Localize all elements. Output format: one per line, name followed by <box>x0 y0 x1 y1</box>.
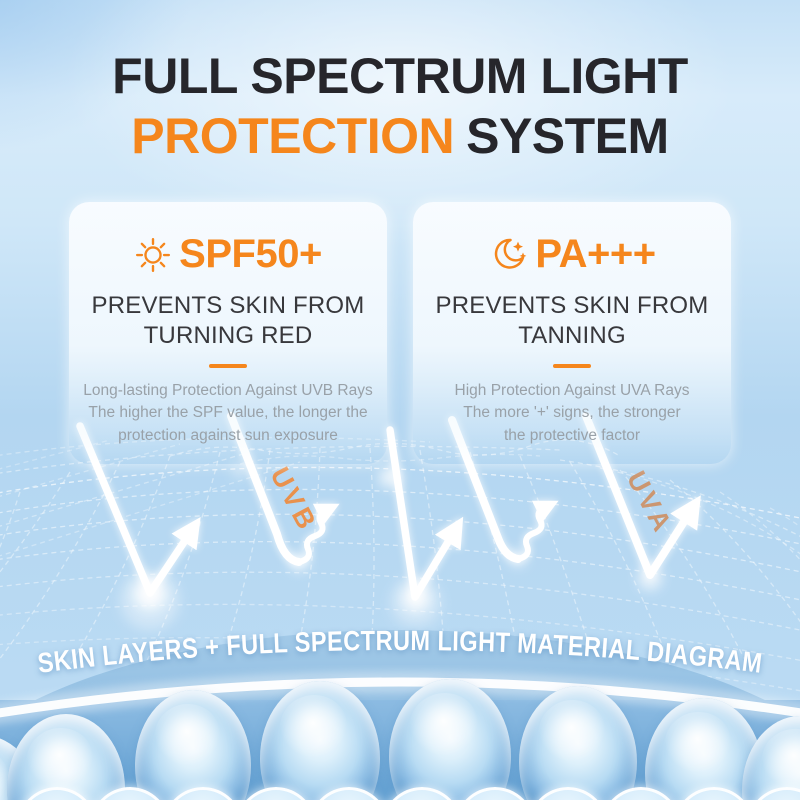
page-title: FULL SPECTRUM LIGHT PROTECTION SYSTEM <box>0 46 800 166</box>
orange-divider <box>553 364 591 368</box>
uva-ray-squiggle <box>515 500 559 562</box>
pa-description: High Protection Against UVA Rays The mor… <box>454 381 690 444</box>
card-spf50: SPF50+ PREVENTS SKIN FROM TURNING RED Lon… <box>69 202 387 464</box>
title-line-2: PROTECTION SYSTEM <box>0 106 800 166</box>
spf-badge: SPF50+ <box>179 232 322 276</box>
pa-badge-row: PA+++ <box>413 232 731 277</box>
uvb-ray-squiggle <box>296 503 340 565</box>
light-ray-bounce-left <box>76 422 201 597</box>
moon-stars-icon <box>495 238 527 269</box>
orange-divider <box>209 364 247 368</box>
light-rays <box>76 412 701 601</box>
spf-badge-row: SPF50+ <box>69 232 387 277</box>
banner-text: SKIN LAYERS + FULL SPECTRUM LIGHT MATERI… <box>36 625 764 679</box>
light-ray-bounce-right <box>582 412 701 579</box>
uvb-ray-down <box>227 412 303 566</box>
card-pa: PA+++ PREVENTS SKIN FROM TANNING High Pro… <box>413 202 731 464</box>
sun-icon <box>136 237 171 272</box>
title-line-1: FULL SPECTRUM LIGHT <box>112 48 688 104</box>
pa-heading: PREVENTS SKIN FROM TANNING <box>435 292 709 349</box>
title-system-text: SYSTEM <box>466 108 669 164</box>
spf-heading: PREVENTS SKIN FROM TURNING RED <box>91 292 365 349</box>
spf-description: Long-lasting Protection Against UVB Rays… <box>83 381 373 444</box>
light-ray-bounce-center <box>386 426 464 601</box>
title-protection-highlight: PROTECTION <box>131 108 455 164</box>
pa-badge: PA+++ <box>535 232 656 276</box>
